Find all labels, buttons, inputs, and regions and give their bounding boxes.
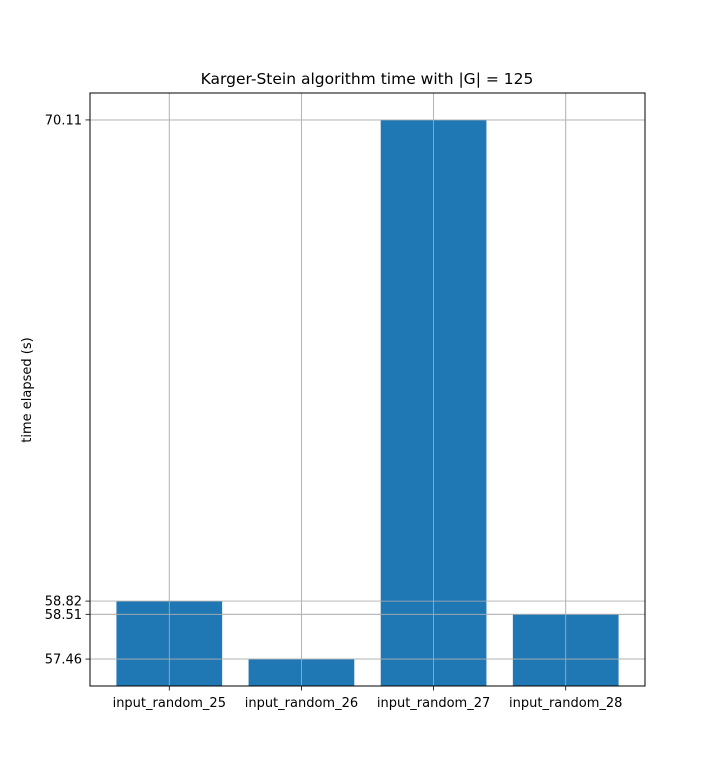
chart-title: Karger-Stein algorithm time with |G| = 1… <box>201 70 534 88</box>
x-tick-label: input_random_25 <box>113 696 226 711</box>
plot-frame <box>89 92 646 687</box>
y-tick-label: 58.51 <box>45 608 82 623</box>
y-tick-label: 70.11 <box>45 113 82 128</box>
gridlines-overlay <box>90 93 645 686</box>
x-tick-label: input_random_28 <box>509 696 622 711</box>
y-tick-label: 58.82 <box>45 595 82 610</box>
y-axis-label: time elapsed (s) <box>20 337 35 442</box>
x-tick-label: input_random_27 <box>377 696 490 711</box>
x-gridlines <box>168 93 567 686</box>
x-ticks: input_random_25 input_random_26 input_rand… <box>113 686 622 711</box>
x-tick-label: input_random_26 <box>245 696 358 711</box>
y-gridlines <box>90 119 645 660</box>
y-tick-label: 57.46 <box>45 653 82 668</box>
